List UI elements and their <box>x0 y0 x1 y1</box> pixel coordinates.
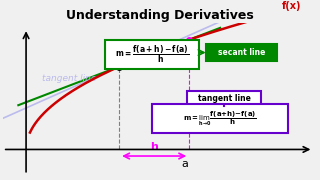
Text: a: a <box>182 159 189 169</box>
Title: Understanding Derivatives: Understanding Derivatives <box>66 9 254 22</box>
Text: tangent line: tangent line <box>198 94 251 103</box>
FancyBboxPatch shape <box>152 104 289 133</box>
Text: f(x): f(x) <box>282 1 302 11</box>
Text: h: h <box>150 143 158 152</box>
FancyBboxPatch shape <box>187 91 261 107</box>
FancyBboxPatch shape <box>105 40 199 69</box>
Text: $\mathbf{m = \lim_{h \to 0}\dfrac{f(a+h)-f(a)}{h}}$: $\mathbf{m = \lim_{h \to 0}\dfrac{f(a+h)… <box>183 110 257 128</box>
Text: secant line: secant line <box>218 48 265 57</box>
FancyBboxPatch shape <box>206 44 277 61</box>
Text: $\mathbf{m = \dfrac{f(a+h)-f(a)}{h}}$: $\mathbf{m = \dfrac{f(a+h)-f(a)}{h}}$ <box>115 43 189 65</box>
Text: tangent line: tangent line <box>42 74 96 83</box>
